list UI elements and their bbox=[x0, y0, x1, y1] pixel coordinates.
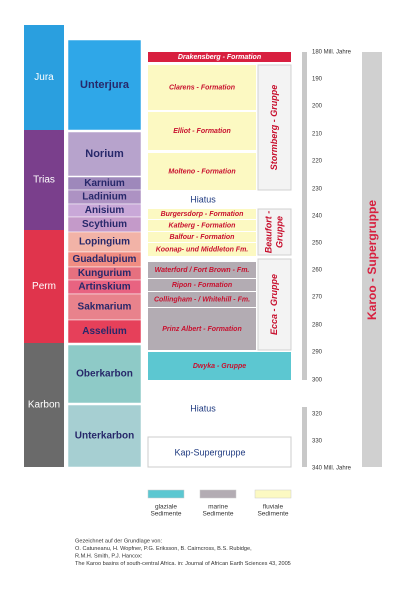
formation-box bbox=[148, 308, 256, 350]
scale-tick-label: 320 bbox=[312, 412, 323, 418]
legend-label: Sedimente bbox=[257, 511, 288, 518]
stage-label: Ladinium bbox=[82, 192, 127, 203]
footer-line: O. Catuneanu, H. Wopfner, P.G. Eriksson,… bbox=[75, 546, 252, 552]
legend-label: Sedimente bbox=[202, 511, 233, 518]
hiatus-label: Hiatus bbox=[190, 403, 216, 413]
stage-label: Karnium bbox=[84, 178, 125, 189]
scale-tick-label: 220 bbox=[312, 159, 323, 165]
group-box bbox=[257, 64, 292, 191]
stage-box bbox=[67, 404, 142, 468]
legend-label: marine bbox=[208, 504, 228, 511]
legend-swatch bbox=[147, 489, 185, 499]
scale-tick-label: 280 bbox=[312, 323, 323, 329]
scale-tick-label: 190 bbox=[312, 77, 323, 83]
group-label: Stormberg - Gruppe bbox=[269, 85, 279, 171]
stage-label: Unterjura bbox=[80, 79, 130, 91]
formation-label: Balfour - Formation bbox=[170, 234, 235, 241]
scale-tick-label: 270 bbox=[312, 295, 323, 301]
scale-bar bbox=[302, 407, 307, 467]
group-box bbox=[257, 258, 292, 351]
legend-swatch bbox=[254, 489, 292, 499]
stage-label: Sakmarium bbox=[78, 302, 132, 313]
formation-box bbox=[148, 153, 256, 190]
legend-label: glaziale bbox=[155, 504, 177, 511]
legend-swatch bbox=[199, 489, 237, 499]
group-box bbox=[257, 208, 292, 256]
scale-tick-label: 180 Mill. Jahre bbox=[312, 50, 352, 56]
formation-box bbox=[148, 352, 291, 380]
hiatus-label: Hiatus bbox=[190, 194, 216, 204]
stage-label: Lopingium bbox=[79, 237, 130, 248]
scale-tick-label: 330 bbox=[312, 439, 323, 445]
footer-line: Gezeichnet auf der Grundlage von: bbox=[75, 538, 163, 544]
scale-tick-label: 340 Mill. Jahre bbox=[312, 466, 352, 472]
formation-label: Burgersdorp - Formation bbox=[161, 211, 244, 218]
scale-tick-label: 290 bbox=[312, 350, 323, 356]
formation-box bbox=[148, 65, 256, 110]
stage-label: Guadalupium bbox=[73, 254, 137, 265]
formation-label: Dwyka - Gruppe bbox=[193, 363, 246, 370]
stage-label: Oberkarbon bbox=[76, 369, 133, 380]
stage-label: Kungurium bbox=[78, 268, 131, 279]
stage-label: Anisium bbox=[85, 205, 125, 216]
karoo-bar bbox=[362, 52, 382, 467]
formation-label: Drakensberg - Formation bbox=[178, 54, 261, 61]
legend-label: Sedimente bbox=[150, 511, 181, 518]
formation-box bbox=[148, 209, 256, 219]
scale-bar bbox=[302, 52, 307, 380]
formation-label: Collingham - / Whitehill - Fm. bbox=[154, 296, 250, 303]
formation-box bbox=[148, 112, 256, 150]
period-box bbox=[24, 25, 64, 130]
formation-label: Waterford / Fort Brown - Fm. bbox=[155, 267, 250, 274]
scale-tick-label: 300 bbox=[312, 378, 323, 384]
formation-box bbox=[148, 279, 256, 291]
formation-box bbox=[148, 52, 291, 62]
legend-label: fluviale bbox=[263, 504, 284, 511]
formation-box bbox=[148, 220, 256, 231]
footer-line: R.M.H. Smith, P.J. Hancox: bbox=[75, 553, 143, 559]
period-label: Trias bbox=[33, 175, 55, 186]
formation-label: Clarens - Formation bbox=[169, 84, 235, 91]
formation-label: Prinz Albert - Formation bbox=[162, 326, 241, 333]
stage-box bbox=[67, 344, 142, 404]
stage-box bbox=[67, 131, 142, 177]
scale-tick-label: 200 bbox=[312, 104, 323, 110]
period-label: Jura bbox=[34, 72, 54, 83]
formation-label: Katberg - Formation bbox=[169, 222, 236, 229]
stage-label: Scythium bbox=[82, 219, 127, 230]
stage-box bbox=[67, 293, 142, 321]
stage-label: Norium bbox=[85, 148, 124, 160]
formation-label: Ripon - Formation bbox=[172, 282, 232, 289]
kap-label: Kap-Supergruppe bbox=[174, 447, 245, 457]
stage-label: Asselium bbox=[82, 326, 127, 337]
stage-label: Artinskium bbox=[78, 282, 130, 293]
kap-box bbox=[147, 436, 292, 468]
stage-label: Unterkarbon bbox=[75, 431, 134, 442]
scale-tick-label: 210 bbox=[312, 132, 323, 138]
formation-box bbox=[148, 262, 256, 278]
footer-line: The Karoo basins of south-central Africa… bbox=[75, 561, 291, 567]
period-box bbox=[24, 343, 64, 467]
period-label: Karbon bbox=[28, 400, 60, 411]
group-label: Gruppe bbox=[274, 216, 284, 248]
scale-tick-label: 240 bbox=[312, 214, 323, 220]
scale-tick-label: 230 bbox=[312, 187, 323, 193]
group-label: Ecca - Gruppe bbox=[269, 274, 279, 335]
formation-box bbox=[148, 292, 256, 307]
period-box bbox=[24, 230, 64, 343]
stage-box bbox=[67, 39, 142, 131]
formation-box bbox=[148, 232, 256, 242]
group-label: Beaufort - bbox=[263, 211, 273, 254]
stage-box bbox=[67, 319, 142, 344]
formation-label: Koonap- und Middleton Fm. bbox=[156, 246, 249, 253]
scale-tick-label: 250 bbox=[312, 241, 323, 247]
formation-label: Molteno - Formation bbox=[168, 168, 235, 175]
scale-tick-label: 260 bbox=[312, 268, 323, 274]
period-label: Perm bbox=[32, 281, 56, 292]
karoo-label: Karoo - Supergruppe bbox=[365, 200, 379, 320]
formation-label: Elliot - Formation bbox=[173, 128, 231, 135]
formation-box bbox=[148, 243, 256, 256]
period-box bbox=[24, 130, 64, 230]
